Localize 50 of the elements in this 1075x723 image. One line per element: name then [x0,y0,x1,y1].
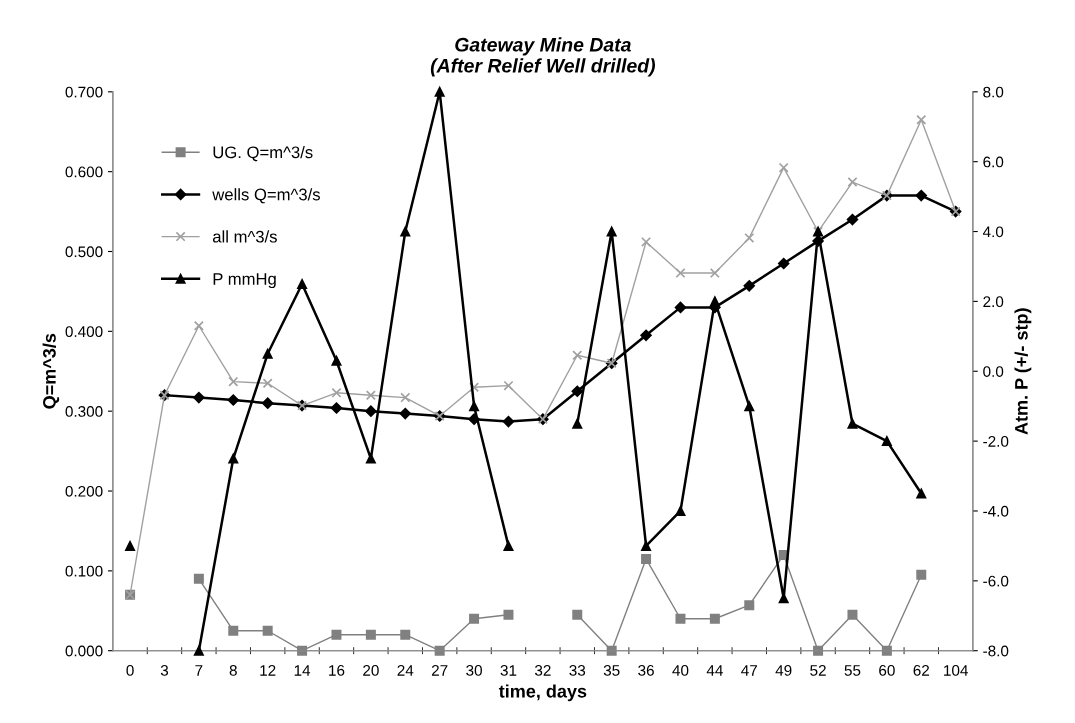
y2-tick-label: 0.0 [983,366,1004,377]
x-tick-label: 55 [844,665,861,676]
y2-tick-label: 8.0 [983,86,1004,98]
x-tick-label: 30 [466,664,482,676]
x-tick-label: 32 [534,664,551,676]
y2-tick-label: -2.0 [983,435,1009,447]
y2-axis-title: Atm. P (+/- stp) [1014,308,1032,435]
y-tick-label: 0.000 [65,645,103,657]
y-tick-label: 0.100 [65,565,103,577]
x-tick-label: 60 [879,664,895,676]
x-tick-label: 14 [294,665,311,676]
chart-title: Gateway Mine Data (After Relief Well drilled) [430,37,656,77]
legend-label: all m^3/s [212,230,277,243]
y-tick-label: 0.400 [65,326,103,338]
x-tick-label: 47 [741,665,758,676]
x-tick-label: 33 [569,664,586,676]
y2-tick-label: -4.0 [983,505,1009,517]
x-tick-label: 0 [126,664,134,676]
x-axis-title: time, days [498,684,587,702]
x-tick-label: 7 [195,665,203,676]
x-tick-label: 62 [913,664,930,676]
legend-label: UG. Q=m^3/s [213,145,313,162]
x-tick-label: 24 [397,664,414,676]
legend-label: wells Q=m^3/s [212,188,320,204]
x-tick-label: 31 [500,664,517,676]
x-tick-label: 12 [260,664,276,676]
y2-tick-label: 4.0 [982,226,1004,238]
x-tick-label: 16 [329,664,345,676]
y-axis-title: Q=m^3/s [42,333,60,409]
x-tick-label: 20 [363,664,379,676]
x-tick-label: 49 [775,664,792,676]
x-tick-label: 3 [160,664,169,676]
y2-tick-label: -8.0 [983,645,1009,657]
y-tick-label: 0.700 [65,86,103,98]
x-tick-label: 36 [638,664,654,676]
x-tick-label: 27 [431,664,448,676]
x-tick-label: 8 [229,664,237,676]
x-tick-label: 44 [706,665,723,676]
x-tick-label: 104 [944,664,968,676]
x-tick-label: 52 [810,664,826,676]
y-tick-label: 0.200 [65,485,103,497]
y2-tick-label: 6.0 [983,156,1004,168]
y-tick-label: 0.300 [65,406,103,417]
x-tick-label: 40 [672,664,689,676]
y2-tick-label: -6.0 [983,575,1009,587]
x-tick-label: 35 [603,664,620,676]
y2-tick-label: 2.0 [983,296,1004,308]
y-tick-label: 0.500 [65,246,103,258]
y-tick-label: 0.600 [65,166,103,178]
legend-label: P mmHg [213,273,276,289]
